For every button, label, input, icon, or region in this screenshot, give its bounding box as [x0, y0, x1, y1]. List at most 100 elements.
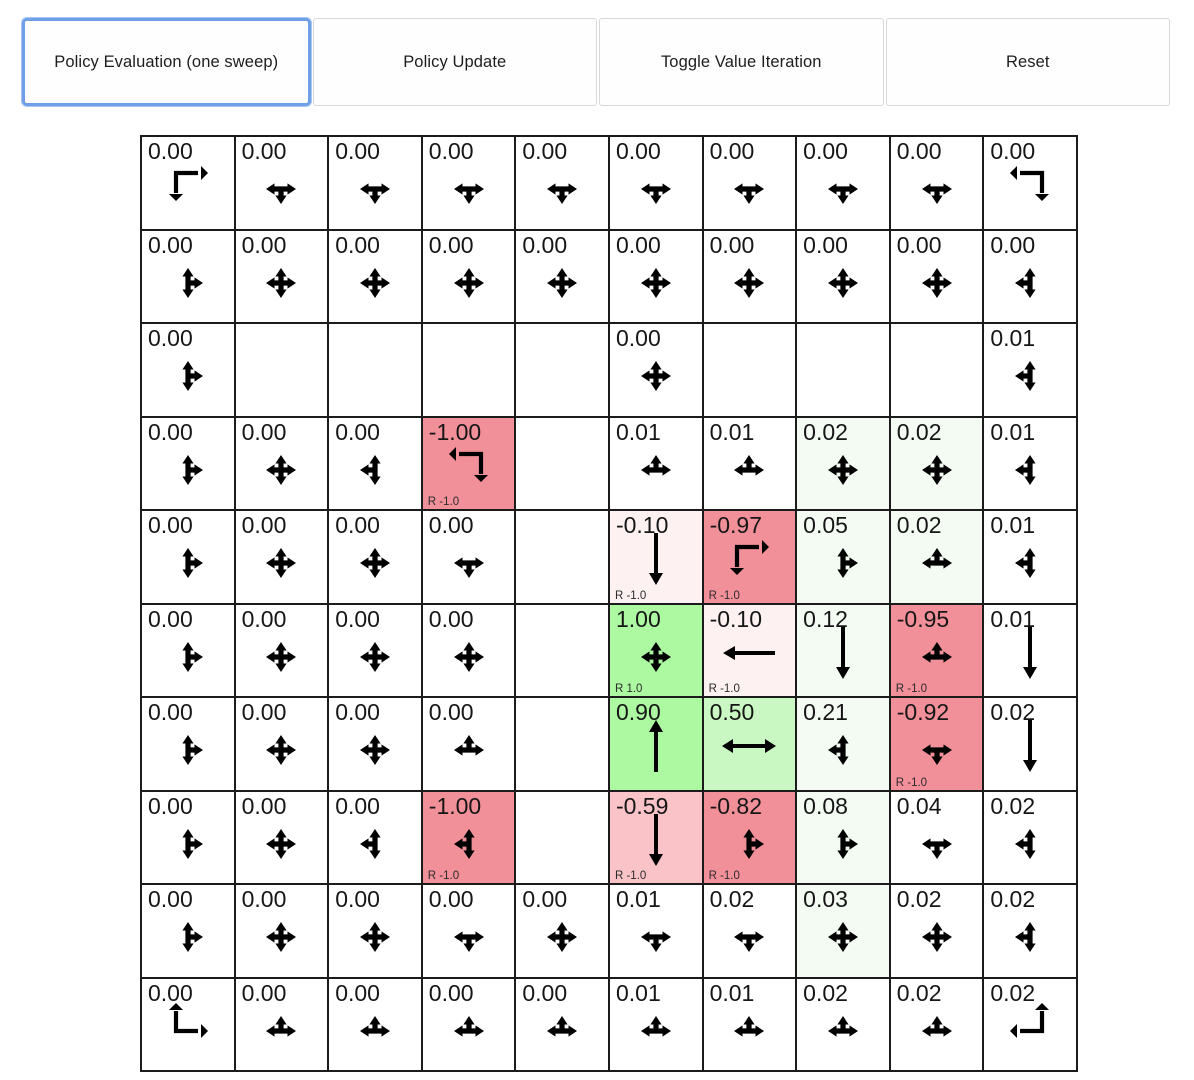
grid-cell[interactable]: 0.00 — [514, 135, 610, 231]
grid-cell[interactable]: 0.00 — [327, 696, 423, 792]
grid-cell[interactable]: 0.01 — [607, 976, 704, 1072]
grid-cell[interactable]: 0.00 — [420, 228, 517, 324]
grid-cell-wall[interactable] — [888, 322, 985, 418]
grid-cell[interactable]: 0.02 — [982, 976, 1078, 1072]
grid-cell[interactable]: 0.00 — [701, 135, 798, 231]
grid-cell[interactable]: 0.00 — [701, 228, 798, 324]
grid-cell[interactable]: -0.92 R -1.0 — [888, 696, 985, 792]
grid-cell[interactable]: -0.82 R -1.0 — [701, 789, 798, 885]
grid-cell[interactable]: 0.05 — [795, 509, 891, 605]
grid-cell[interactable]: 0.01 — [701, 976, 798, 1072]
grid-cell[interactable]: 0.00 — [140, 415, 236, 511]
grid-cell[interactable]: 0.02 — [982, 883, 1078, 979]
grid-cell[interactable]: 0.00 — [420, 883, 517, 979]
grid-cell[interactable]: -1.00 R -1.0 — [420, 415, 517, 511]
grid-cell-wall[interactable] — [514, 789, 610, 885]
grid-cell-wall[interactable] — [514, 696, 610, 792]
grid-cell[interactable]: 0.01 — [607, 883, 704, 979]
grid-cell[interactable]: 0.00 — [514, 883, 610, 979]
grid-cell[interactable]: 0.02 — [982, 696, 1078, 792]
grid-cell[interactable]: 0.00 — [140, 228, 236, 324]
grid-cell[interactable]: 0.00 — [140, 602, 236, 698]
grid-cell[interactable]: 0.00 — [795, 228, 891, 324]
policy-update-button[interactable]: Policy Update — [312, 18, 597, 106]
grid-cell[interactable]: 0.00 — [233, 789, 330, 885]
grid-cell[interactable]: 0.00 — [420, 602, 517, 698]
grid-cell-wall[interactable] — [514, 509, 610, 605]
grid-cell-wall[interactable] — [514, 322, 610, 418]
grid-cell[interactable]: 0.00 — [140, 135, 236, 231]
grid-cell[interactable]: 0.00 — [327, 976, 423, 1072]
grid-cell[interactable]: 0.03 — [795, 883, 891, 979]
grid-cell-wall[interactable] — [795, 322, 891, 418]
grid-cell[interactable]: 0.00 — [420, 976, 517, 1072]
grid-cell[interactable]: 0.00 — [140, 883, 236, 979]
grid-cell-wall[interactable] — [514, 415, 610, 511]
grid-cell[interactable]: 0.00 — [420, 509, 517, 605]
grid-cell[interactable]: 1.00 R 1.0 — [607, 602, 704, 698]
grid-cell[interactable]: 0.00 — [607, 322, 704, 418]
grid-cell[interactable]: 0.00 — [607, 228, 704, 324]
grid-cell[interactable]: 0.00 — [233, 602, 330, 698]
grid-cell[interactable]: 0.00 — [233, 696, 330, 792]
grid-cell[interactable]: 0.00 — [233, 883, 330, 979]
grid-cell[interactable]: 0.00 — [514, 228, 610, 324]
grid-cell[interactable]: -0.97 R -1.0 — [701, 509, 798, 605]
grid-cell-wall[interactable] — [233, 322, 330, 418]
grid-cell[interactable]: 0.00 — [233, 415, 330, 511]
grid-cell-wall[interactable] — [701, 322, 798, 418]
grid-cell[interactable]: 0.00 — [607, 135, 704, 231]
grid-cell[interactable]: 0.00 — [888, 228, 985, 324]
grid-cell[interactable]: 0.00 — [888, 135, 985, 231]
grid-cell[interactable]: 0.02 — [888, 976, 985, 1072]
grid-cell[interactable]: 0.08 — [795, 789, 891, 885]
grid-cell[interactable]: 0.50 — [701, 696, 798, 792]
grid-cell[interactable]: 0.01 — [982, 322, 1078, 418]
grid-cell[interactable]: -0.59 R -1.0 — [607, 789, 704, 885]
grid-cell-wall[interactable] — [327, 322, 423, 418]
grid-cell[interactable]: 0.00 — [327, 509, 423, 605]
grid-cell[interactable]: 0.21 — [795, 696, 891, 792]
grid-cell[interactable]: 0.00 — [327, 789, 423, 885]
grid-cell[interactable]: 0.00 — [233, 976, 330, 1072]
grid-cell[interactable]: 0.02 — [982, 789, 1078, 885]
grid-cell[interactable]: 0.02 — [888, 415, 985, 511]
grid-cell[interactable]: 0.00 — [795, 135, 891, 231]
grid-cell[interactable]: 0.00 — [982, 228, 1078, 324]
grid-cell[interactable]: 0.00 — [327, 135, 423, 231]
reset-button[interactable]: Reset — [885, 18, 1170, 106]
grid-cell[interactable]: 0.00 — [140, 322, 236, 418]
grid-cell[interactable]: 0.00 — [327, 228, 423, 324]
grid-cell[interactable]: 0.00 — [140, 509, 236, 605]
grid-cell[interactable]: 0.00 — [233, 135, 330, 231]
grid-cell[interactable]: 0.02 — [795, 415, 891, 511]
grid-cell[interactable]: 0.00 — [233, 228, 330, 324]
grid-cell[interactable]: 0.02 — [888, 509, 985, 605]
grid-cell[interactable]: 0.12 — [795, 602, 891, 698]
grid-cell[interactable]: 0.02 — [701, 883, 798, 979]
grid-cell[interactable]: 0.00 — [514, 976, 610, 1072]
grid-cell[interactable]: 0.02 — [888, 883, 985, 979]
grid-cell[interactable]: 0.00 — [420, 696, 517, 792]
grid-cell[interactable]: 0.00 — [327, 883, 423, 979]
grid-cell[interactable]: 0.01 — [982, 415, 1078, 511]
grid-cell[interactable]: -0.10 R -1.0 — [607, 509, 704, 605]
grid-cell-wall[interactable] — [420, 322, 517, 418]
grid-cell[interactable]: 0.01 — [982, 509, 1078, 605]
grid-cell[interactable]: 0.90 — [607, 696, 704, 792]
grid-cell[interactable]: 0.00 — [982, 135, 1078, 231]
grid-cell-wall[interactable] — [514, 602, 610, 698]
grid-cell[interactable]: 0.04 — [888, 789, 985, 885]
grid-cell[interactable]: 0.01 — [607, 415, 704, 511]
grid-cell[interactable]: 0.00 — [233, 509, 330, 605]
grid-cell[interactable]: 0.00 — [140, 789, 236, 885]
grid-cell[interactable]: 0.01 — [982, 602, 1078, 698]
grid-cell[interactable]: 0.01 — [701, 415, 798, 511]
grid-cell[interactable]: 0.00 — [327, 415, 423, 511]
grid-cell[interactable]: 0.00 — [140, 696, 236, 792]
toggle-value-iteration-button[interactable]: Toggle Value Iteration — [599, 18, 884, 106]
grid-cell[interactable]: 0.00 — [420, 135, 517, 231]
grid-cell[interactable]: 0.00 — [327, 602, 423, 698]
grid-cell[interactable]: 0.02 — [795, 976, 891, 1072]
grid-cell[interactable]: -0.10 R -1.0 — [701, 602, 798, 698]
